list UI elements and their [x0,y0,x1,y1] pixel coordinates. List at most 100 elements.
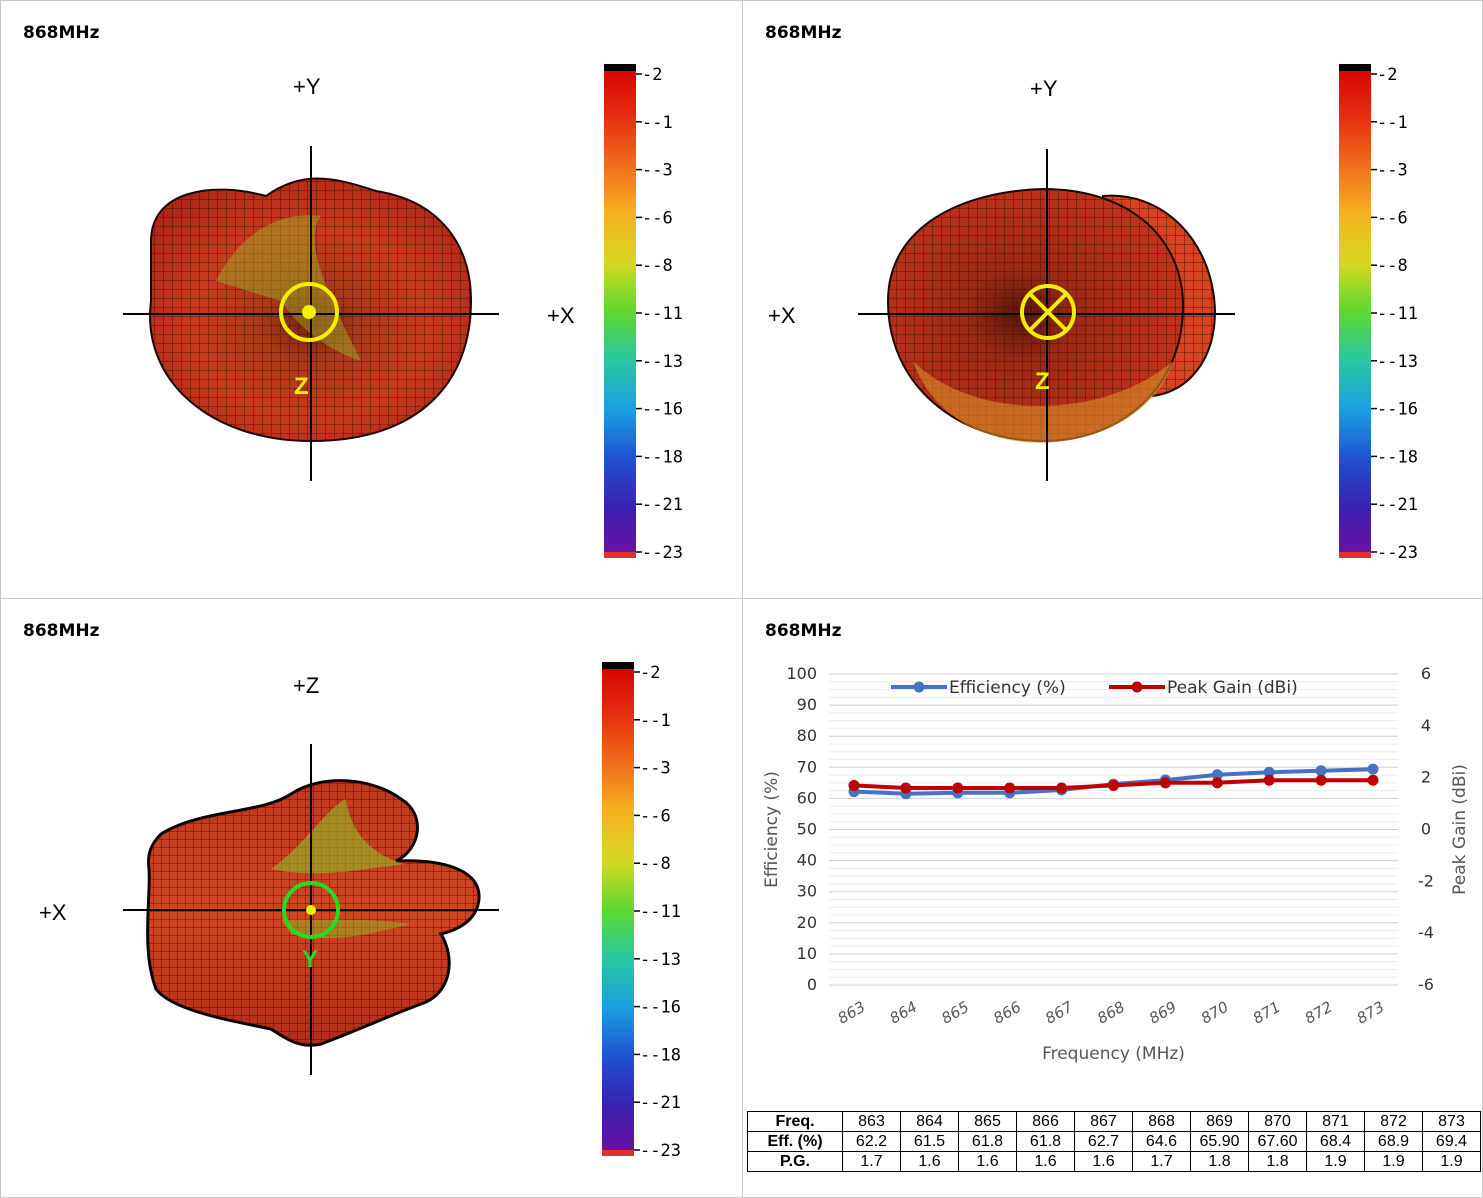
y2-tick-label: 2 [1421,768,1431,787]
colorbar-cap [602,662,634,669]
table-row: Freq. 863 864 865 866 867 868 869 870 871 872 873 [747,1111,1481,1132]
panel-title: 868MHz [23,621,100,641]
y2-axis-title: Peak Gain (dBi) [1450,764,1470,895]
radiation-pattern-plot: +Z +X Y [39,673,499,1075]
colorbar-gradient [1339,64,1371,558]
x-tick-label: 865 [938,998,972,1028]
y-tick-label: 80 [797,726,817,745]
y-tick-label: 100 [786,664,817,683]
data-point [1315,774,1327,786]
table-cell: 69.4 [1422,1131,1481,1152]
x-tick-label: 872 [1302,998,1336,1028]
colorbar-tick-label: --23 [640,1141,681,1161]
y-tick-label: 20 [797,913,817,932]
data-point [1367,774,1379,786]
x-axis-title: Frequency (MHz) [1042,1044,1185,1064]
z-into-page-icon [1020,284,1076,340]
colorbar-cap [604,64,636,71]
table-cell: 863 [842,1111,901,1132]
table-cell: 870 [1248,1111,1307,1132]
colorbar-tick-label: -2 [640,663,660,683]
y-out-of-page-icon [282,881,340,939]
colorbar-tick-label: --23 [1377,543,1418,563]
table-cell: 1.9 [1364,1151,1423,1172]
data-point [1056,782,1068,794]
y-tick-label: 60 [797,788,817,807]
table-row: P.G. 1.7 1.6 1.6 1.6 1.6 1.7 1.8 1.8 1.9 1.9 1.9 [747,1151,1481,1172]
table-cell: 65.90 [1190,1131,1249,1152]
colorbar-tick-label: --23 [642,543,683,563]
table-cell: 67.60 [1248,1131,1307,1152]
colorbar-tick-label: --3 [640,759,671,779]
table-cell: 869 [1190,1111,1249,1132]
colorbar-tick-label: --18 [1377,447,1418,467]
colorbar-cap [602,1150,634,1156]
y-tick-label: 0 [807,975,817,994]
table-cell: 864 [900,1111,959,1132]
y-tick-label: 50 [797,820,817,839]
table-cell: 1.8 [1190,1151,1249,1172]
y2-tick-label: 4 [1421,716,1431,735]
y-tick-label: 10 [797,944,817,963]
colorbar-tick-label: --1 [642,113,673,133]
y-tick-label: 90 [797,695,817,714]
colorbar-tick-label: --13 [642,352,683,372]
data-point [1367,763,1379,775]
table-cell: 61.8 [958,1131,1017,1152]
data-point [1211,769,1223,781]
colorbar-tick-label: --11 [1377,304,1418,324]
table-cell: 68.4 [1306,1131,1365,1152]
colorbar-tick-label: --1 [1377,113,1408,133]
colorbar-tick-label: --11 [640,902,681,922]
table-cell: 1.9 [1306,1151,1365,1172]
colorbar-tick-label: --18 [640,1045,681,1065]
colorbar-tick-label: --8 [642,256,673,276]
table-cell: 1.7 [1132,1151,1191,1172]
table-cell: 868 [1132,1111,1191,1132]
data-point [1004,782,1016,794]
data-point [1263,766,1275,778]
table-cell: 1.8 [1248,1151,1307,1172]
colorbar-tick-label: --16 [642,400,683,420]
table-cell: 1.9 [1422,1151,1481,1172]
panel-title: 868MHz [765,23,842,43]
colorbar-cap [604,552,636,558]
table-cell: 1.6 [1016,1151,1075,1172]
efficiency-gain-panel: 868MHz 0 10 20 30 40 50 60 70 80 90 100 -6 -4 -2 0 2 4 6 8… [742,598,1483,1198]
table-cell: 1.7 [842,1151,901,1172]
colorbar-cap [1339,552,1371,558]
colorbar-tick-label: --18 [642,447,683,467]
legend-label: Peak Gain (dBi) [1167,678,1298,698]
colorbar-gradient [602,662,634,1156]
x-tick-label: 866 [990,998,1024,1028]
axis-label-horizontal: +X [39,900,67,925]
x-tick-label: 864 [886,998,920,1028]
table-cell: 1.6 [900,1151,959,1172]
panel-title: 868MHz [765,621,842,641]
legend-label: Efficiency (%) [949,678,1066,698]
axis-label-horizontal: +X [547,303,575,328]
data-point [1108,779,1119,791]
x-tick-label: 871 [1250,998,1284,1028]
row-header: Freq. [747,1111,843,1132]
colorbar-tick-label: --3 [642,161,673,181]
colorbar-tick-label: --21 [640,1093,681,1113]
colorbar-cap [1339,64,1371,71]
colorbar-tick-label: --21 [642,495,683,515]
x-tick-label: 863 [835,998,869,1028]
x-tick-label: 869 [1146,998,1180,1028]
y2-tick-label: -2 [1418,871,1434,890]
y-tick-label: 40 [797,851,817,870]
x-tick-label: 867 [1042,997,1076,1027]
table-cell: 865 [958,1111,1017,1132]
table-cell: 866 [1016,1111,1075,1132]
colorbar-tick-label: --8 [1377,256,1408,276]
pattern-null-region [271,799,406,874]
marker-label: Z [1035,368,1050,395]
y-tick-label: 70 [797,757,817,776]
colorbar-tick-label: --8 [640,854,671,874]
z-out-of-page-icon [279,282,339,342]
data-point [900,782,912,794]
axis-label-horizontal: +X [768,303,796,328]
efficiency-gain-chart: 0 10 20 30 40 50 60 70 80 90 100 -6 -4 -2 0 2 4 6 863 864 86… [762,664,1470,1064]
